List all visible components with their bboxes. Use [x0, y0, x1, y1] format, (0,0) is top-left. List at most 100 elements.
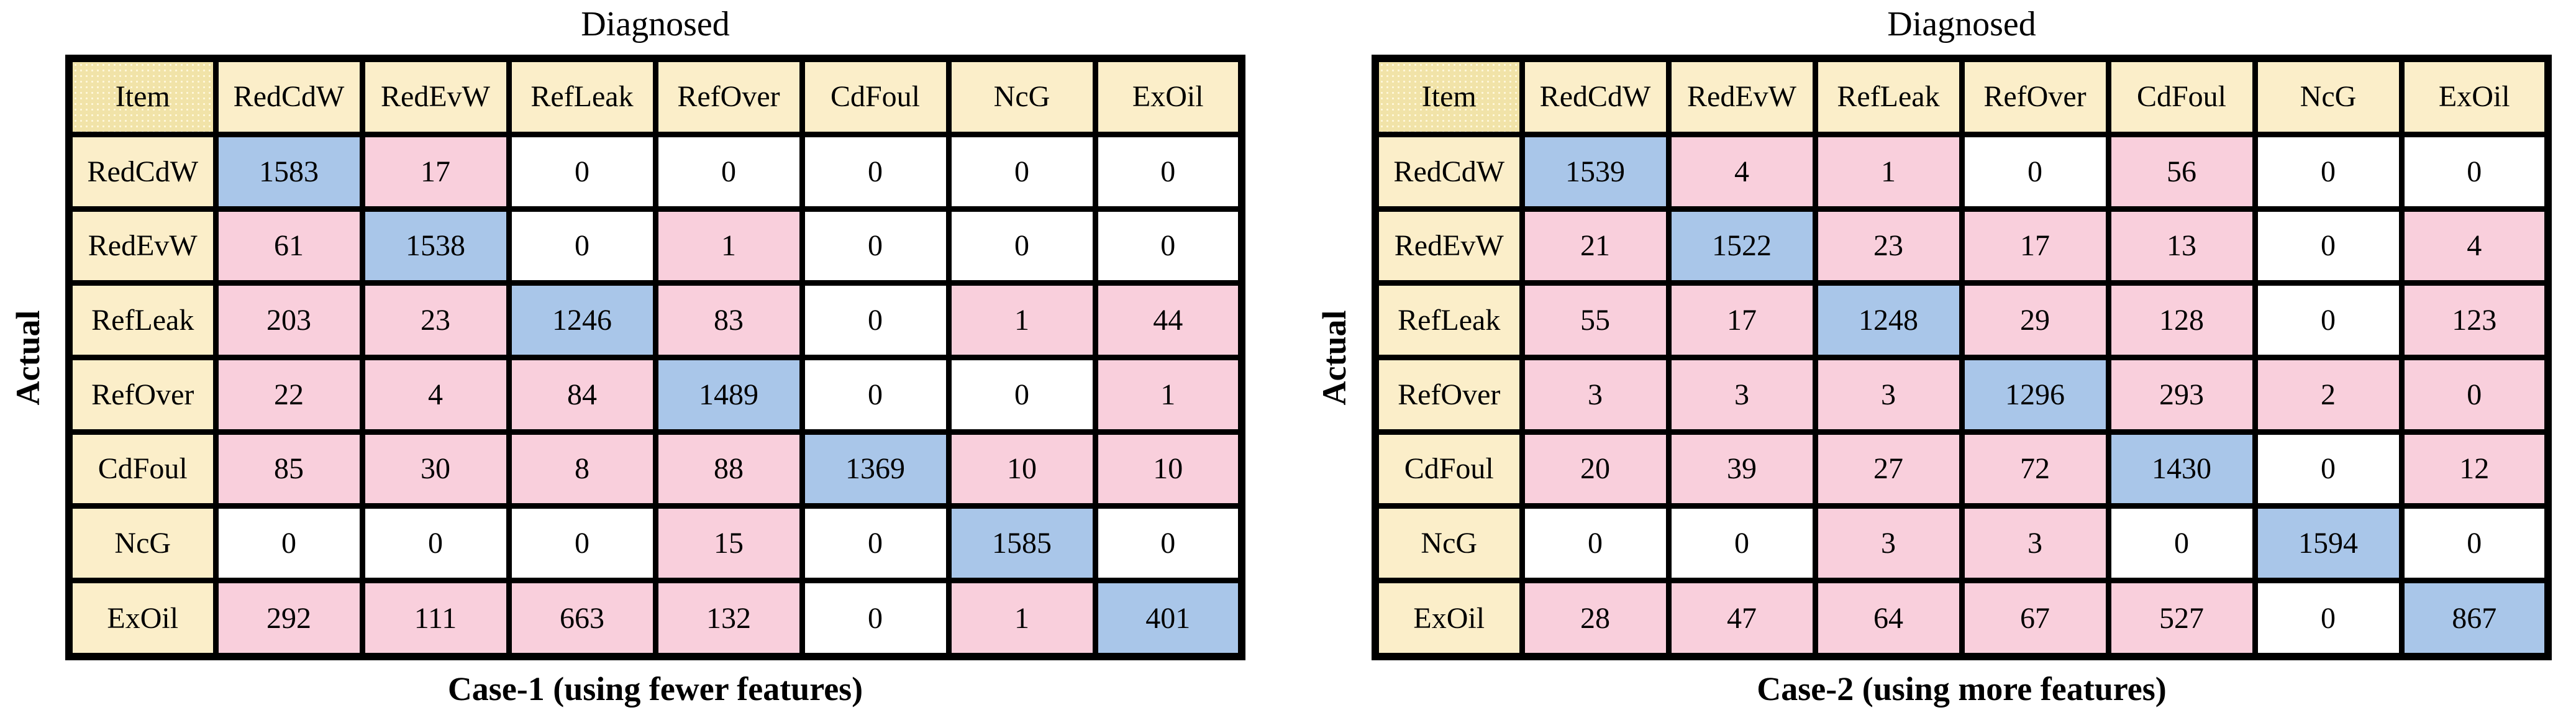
- cell-RedCdW-CdFoul: 56: [2105, 131, 2258, 212]
- cell-RedCdW-RedEvW: 4: [1665, 131, 1818, 212]
- cell-RefOver-RefOver: 1296: [1959, 354, 2111, 435]
- matrix-row-ExOil: ExOil 28 47 64 67 527 0 867: [1372, 578, 2551, 660]
- cell-NcG-RefLeak: 0: [506, 503, 658, 583]
- corner-item-cell: Item: [1372, 55, 1525, 137]
- cell-RefLeak-CdFoul: 0: [799, 280, 952, 360]
- matrix-row-RefLeak: RefLeak 203 23 1246 83 0 1 44: [66, 280, 1245, 360]
- header-row: Item RedCdW RedEvW RefLeak RefOver CdFoul NcG E…: [66, 55, 1245, 137]
- top-axis-label-case2: Diagnosed: [1887, 5, 2036, 43]
- cell-RefOver-RefOver: 1489: [652, 354, 805, 435]
- cell-RedEvW-NcG: 0: [945, 206, 1098, 286]
- cell-RedCdW-RefLeak: 0: [506, 131, 658, 212]
- cell-RefLeak-RefOver: 83: [652, 280, 805, 360]
- confusion-matrix-case1: Item RedCdW RedEvW RefLeak RefOver CdFoul NcG E…: [65, 55, 1245, 660]
- cell-ExOil-CdFoul: 527: [2105, 578, 2258, 660]
- col-header-RedCdW: RedCdW: [1519, 55, 1672, 137]
- cell-NcG-NcG: 1585: [945, 503, 1098, 583]
- cell-CdFoul-NcG: 0: [2252, 429, 2405, 509]
- cell-CdFoul-RefOver: 88: [652, 429, 805, 509]
- caption-case2: Case-2 (using more features): [1757, 670, 2167, 708]
- col-header-RefLeak: RefLeak: [506, 55, 658, 137]
- cell-ExOil-RedEvW: 111: [359, 578, 512, 660]
- cell-CdFoul-CdFoul: 1430: [2105, 429, 2258, 509]
- col-header-RefOver: RefOver: [652, 55, 805, 137]
- cell-RedEvW-RedEvW: 1522: [1665, 206, 1818, 286]
- cell-RefLeak-RedCdW: 203: [212, 280, 365, 360]
- row-header-ExOil: ExOil: [1372, 578, 1525, 660]
- cell-ExOil-RefLeak: 64: [1812, 578, 1965, 660]
- left-axis-label-case1: Actual: [9, 310, 47, 406]
- col-header-NcG: NcG: [945, 55, 1098, 137]
- cell-ExOil-CdFoul: 0: [799, 578, 952, 660]
- col-header-RedCdW: RedCdW: [212, 55, 365, 137]
- matrix-row-RedEvW: RedEvW 61 1538 0 1 0 0 0: [66, 206, 1245, 286]
- cell-CdFoul-RedCdW: 85: [212, 429, 365, 509]
- cell-ExOil-RedEvW: 47: [1665, 578, 1818, 660]
- cell-RedEvW-RefLeak: 23: [1812, 206, 1965, 286]
- cell-RedEvW-ExOil: 0: [1092, 206, 1245, 286]
- cell-ExOil-RefOver: 67: [1959, 578, 2111, 660]
- row-header-RedCdW: RedCdW: [66, 131, 219, 212]
- matrix-row-RefOver: RefOver 22 4 84 1489 0 0 1: [66, 354, 1245, 435]
- cell-RefLeak-RedEvW: 17: [1665, 280, 1818, 360]
- cell-NcG-RedCdW: 0: [1519, 503, 1672, 583]
- cell-RedEvW-RedCdW: 21: [1519, 206, 1672, 286]
- matrix-row-RefOver: RefOver 3 3 3 1296 293 2 0: [1372, 354, 2551, 435]
- cell-RefOver-ExOil: 0: [2398, 354, 2551, 435]
- cell-ExOil-RefLeak: 663: [506, 578, 658, 660]
- cell-ExOil-RefOver: 132: [652, 578, 805, 660]
- cell-RefLeak-CdFoul: 128: [2105, 280, 2258, 360]
- cell-NcG-ExOil: 0: [2398, 503, 2551, 583]
- cell-NcG-NcG: 1594: [2252, 503, 2405, 583]
- cell-RefLeak-RefLeak: 1246: [506, 280, 658, 360]
- cell-RefLeak-RedEvW: 23: [359, 280, 512, 360]
- cell-CdFoul-RedEvW: 39: [1665, 429, 1818, 509]
- cell-RedCdW-RefOver: 0: [652, 131, 805, 212]
- cell-CdFoul-ExOil: 10: [1092, 429, 1245, 509]
- cell-RefLeak-ExOil: 44: [1092, 280, 1245, 360]
- row-header-RedCdW: RedCdW: [1372, 131, 1525, 212]
- cell-RedEvW-RefOver: 17: [1959, 206, 2111, 286]
- cell-NcG-CdFoul: 0: [2105, 503, 2258, 583]
- cell-RedCdW-NcG: 0: [2252, 131, 2405, 212]
- cell-RefOver-RefLeak: 84: [506, 354, 658, 435]
- matrix-row-RedEvW: RedEvW 21 1522 23 17 13 0 4: [1372, 206, 2551, 286]
- matrix-row-CdFoul: CdFoul 20 39 27 72 1430 0 12: [1372, 429, 2551, 509]
- row-header-RedEvW: RedEvW: [1372, 206, 1525, 286]
- cell-RedEvW-NcG: 0: [2252, 206, 2405, 286]
- row-header-RefLeak: RefLeak: [1372, 280, 1525, 360]
- row-header-NcG: NcG: [1372, 503, 1525, 583]
- cell-NcG-RedEvW: 0: [1665, 503, 1818, 583]
- cell-RedCdW-ExOil: 0: [2398, 131, 2551, 212]
- row-header-RefOver: RefOver: [1372, 354, 1525, 435]
- confusion-matrix-case2: Item RedCdW RedEvW RefLeak RefOver CdFoul NcG E…: [1372, 55, 2552, 660]
- cell-CdFoul-ExOil: 12: [2398, 429, 2551, 509]
- row-header-NcG: NcG: [66, 503, 219, 583]
- matrix-row-RefLeak: RefLeak 55 17 1248 29 128 0 123: [1372, 280, 2551, 360]
- row-header-RefOver: RefOver: [66, 354, 219, 435]
- cell-RedEvW-CdFoul: 13: [2105, 206, 2258, 286]
- matrix-row-NcG: NcG 0 0 3 3 0 1594 0: [1372, 503, 2551, 583]
- cell-RedEvW-RedEvW: 1538: [359, 206, 512, 286]
- cell-RefOver-RefLeak: 3: [1812, 354, 1965, 435]
- cell-ExOil-NcG: 1: [945, 578, 1098, 660]
- cell-RefLeak-RedCdW: 55: [1519, 280, 1672, 360]
- row-header-ExOil: ExOil: [66, 578, 219, 660]
- col-header-ExOil: ExOil: [1092, 55, 1245, 137]
- header-row: Item RedCdW RedEvW RefLeak RefOver CdFoul NcG E…: [1372, 55, 2551, 137]
- cell-RedEvW-RefLeak: 0: [506, 206, 658, 286]
- col-header-NcG: NcG: [2252, 55, 2405, 137]
- cell-CdFoul-RedEvW: 30: [359, 429, 512, 509]
- caption-case1: Case-1 (using fewer features): [447, 670, 863, 708]
- cell-CdFoul-NcG: 10: [945, 429, 1098, 509]
- cell-RedEvW-RedCdW: 61: [212, 206, 365, 286]
- cell-RefOver-CdFoul: 293: [2105, 354, 2258, 435]
- cell-RefOver-NcG: 0: [945, 354, 1098, 435]
- cell-RefLeak-RefLeak: 1248: [1812, 280, 1965, 360]
- cell-RefOver-RedCdW: 22: [212, 354, 365, 435]
- col-header-CdFoul: CdFoul: [799, 55, 952, 137]
- row-header-RefLeak: RefLeak: [66, 280, 219, 360]
- cell-NcG-RefLeak: 3: [1812, 503, 1965, 583]
- row-header-RedEvW: RedEvW: [66, 206, 219, 286]
- left-axis-label-case2: Actual: [1316, 310, 1353, 406]
